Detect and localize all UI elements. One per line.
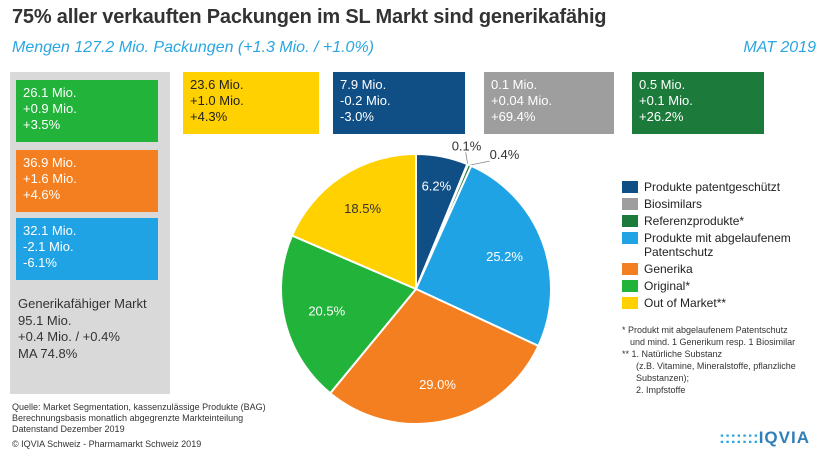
- iqvia-logo: :::::::IQVIA: [719, 428, 810, 447]
- pie-slice: [328, 287, 540, 425]
- legend-item: Out of Market**: [622, 296, 828, 310]
- legend-label: Biosimilars: [644, 197, 703, 211]
- pie-slice: [414, 164, 552, 348]
- legend-item: Generika: [622, 262, 828, 276]
- legend-swatch: [622, 181, 638, 193]
- legend-item: Biosimilars: [622, 197, 828, 211]
- slice-label: 18.5%: [344, 201, 381, 216]
- label-leader-line: [465, 152, 469, 165]
- slice-label: 25.2%: [486, 249, 523, 264]
- side-box-original: 26.1 Mio. +0.9 Mio. +3.5%: [16, 80, 158, 142]
- page-title: 75% aller verkauften Packungen im SL Mar…: [12, 6, 607, 28]
- legend-swatch: [622, 263, 638, 275]
- legend-item: Produkte mit abgelaufenem Patentschutz: [622, 231, 828, 259]
- legend-item: Referenzprodukte*: [622, 214, 828, 228]
- period-label: MAT 2019: [743, 39, 816, 56]
- slice-label: 20.5%: [308, 304, 345, 319]
- legend-swatch: [622, 215, 638, 227]
- legend-swatch: [622, 198, 638, 210]
- top-box-biosimilars: 0.1 Mio. +0.04 Mio. +69.4%: [484, 72, 614, 134]
- side-box-generika: 36.9 Mio. +1.6 Mio. +4.6%: [16, 150, 158, 212]
- legend-label: Produkte patentgeschützt: [644, 180, 781, 194]
- legend-item: Produkte patentgeschützt: [622, 180, 828, 194]
- top-box-reference-products: 0.5 Mio. +0.1 Mio. +26.2%: [632, 72, 764, 134]
- footnotes: * Produkt mit abgelaufenem Patentschutz …: [622, 325, 796, 395]
- side-box-expired-patent: 32.1 Mio. -2.1 Mio. -6.1%: [16, 218, 158, 280]
- slice-label: 6.2%: [422, 179, 452, 194]
- slice-label: 29.0%: [419, 377, 456, 392]
- legend-swatch: [622, 297, 638, 309]
- slice-label: 0.1%: [452, 138, 482, 153]
- legend-swatch: [622, 280, 638, 292]
- legend-label: Produkte mit abgelaufenem Patentschutz: [644, 231, 791, 259]
- generic-market-summary: Generikafähiger Markt 95.1 Mio. +0.4 Mio…: [18, 296, 147, 361]
- subtitle: Mengen 127.2 Mio. Packungen (+1.3 Mio. /…: [12, 39, 374, 56]
- top-box-patent-protected: 7.9 Mio. -0.2 Mio. -3.0%: [333, 72, 465, 134]
- legend-label: Referenzprodukte*: [644, 214, 745, 228]
- legend-label: Generika: [644, 262, 693, 276]
- legend-label: Original*: [644, 279, 691, 293]
- legend-item: Original*: [622, 279, 828, 293]
- slice-label: 0.4%: [490, 147, 520, 162]
- copyright: © IQVIA Schweiz - Pharmamarkt Schweiz 20…: [12, 439, 202, 449]
- top-box-out-of-market: 23.6 Mio. +1.0 Mio. +4.3%: [183, 72, 319, 134]
- pie-slice: [290, 152, 417, 291]
- legend: Produkte patentgeschützt Biosimilars Refer…: [622, 180, 828, 313]
- legend-label: Out of Market**: [644, 296, 727, 310]
- legend-swatch: [622, 232, 638, 244]
- source-note: Quelle: Market Segmentation, kassenzuläs…: [12, 402, 266, 434]
- label-leader-line: [469, 160, 490, 166]
